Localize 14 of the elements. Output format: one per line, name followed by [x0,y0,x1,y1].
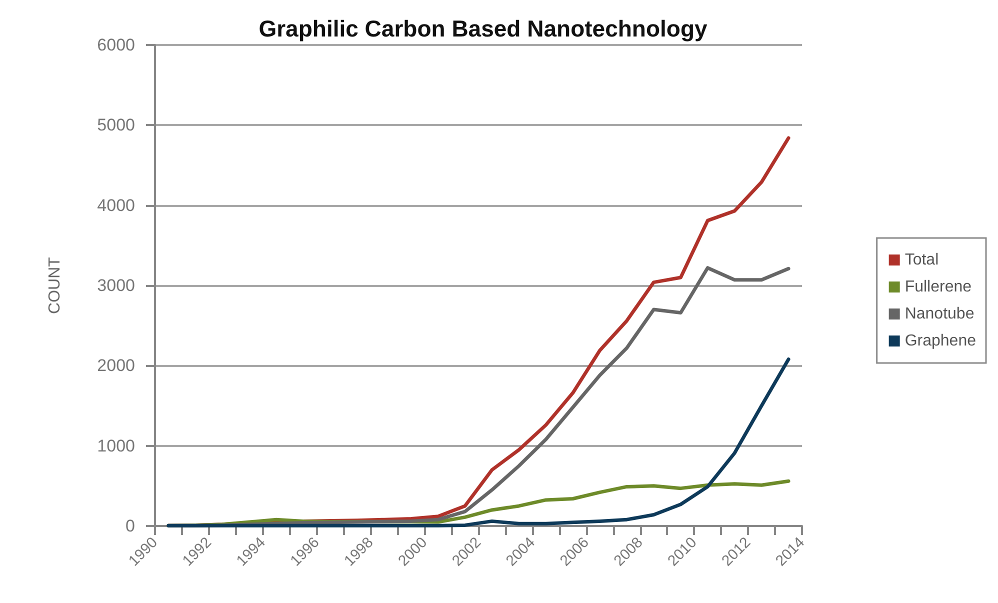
legend-label: Graphene [904,332,976,350]
legend-label: Total [904,252,939,268]
y-tick-label: 6000 [97,36,135,54]
y-tick-label: 0 [126,516,135,536]
y-axis-title: COUNT [46,256,64,314]
y-tick-label: 4000 [97,196,135,215]
y-tick-label: 3000 [97,276,135,295]
chart-title: Graphilic Carbon Based Nanotechnology [258,16,708,42]
y-tick-label: 1000 [97,436,135,456]
y-tick-label: 5000 [97,116,135,135]
y-tick-label: 2000 [97,356,135,376]
legend-label: Fullerene [904,278,972,296]
legend-label: Nanotube [904,306,974,322]
line-series [166,358,790,528]
